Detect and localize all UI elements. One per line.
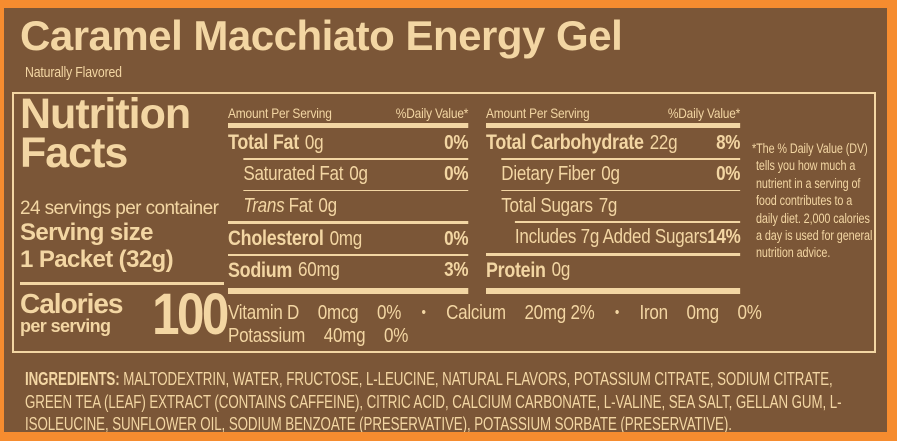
fat-column: Amount Per Serving %Daily Value* Total F… xyxy=(228,104,469,294)
nutrient-row-dietary-fiber: Dietary Fiber 0g 0% xyxy=(486,160,740,190)
nutrient-row-protein: Protein 0g xyxy=(486,256,740,286)
thick-rule xyxy=(228,123,469,128)
nutrient-label: Protein xyxy=(486,258,546,282)
micronutrient-amount: 20mg xyxy=(524,302,566,324)
nutrition-facts-heading: Nutrition Facts xyxy=(20,90,191,177)
ingredients-list: MALTODEXTRIN, WATER, FRUCTOSE, L-LEUCINE… xyxy=(25,368,842,434)
nutrient-row-trans-fat: Trans Fat 0g xyxy=(228,191,468,221)
micronutrient-name: Potassium xyxy=(228,324,306,347)
nutrient-amount: 0mg xyxy=(329,227,363,250)
micronutrient-calcium: Calcium 20mg 2% xyxy=(446,302,595,324)
nutrient-amount: 0g xyxy=(601,163,620,185)
nutrient-row-added-sugars: Includes 7g Added Sugars 14% xyxy=(486,223,741,253)
nutrition-facts-heading-line1: Nutrition xyxy=(20,90,191,138)
micronutrient-name: Iron xyxy=(639,302,669,324)
column-header: Amount Per Serving %Daily Value* xyxy=(228,104,468,121)
nutrient-label: Total Carbohydrate xyxy=(486,131,644,154)
nutrient-label: Total Fat xyxy=(228,131,299,154)
micronutrient-vitamin-d: Vitamin D 0mcg 0% xyxy=(228,302,401,324)
nutrient-amount: 0g xyxy=(304,131,324,154)
nutrient-dv: 0% xyxy=(444,163,469,185)
bullet-separator: • xyxy=(421,304,426,321)
thick-rule xyxy=(228,287,469,294)
micronutrient-dv: 2% xyxy=(570,302,595,324)
micronutrient-name: Vitamin D xyxy=(228,302,300,324)
daily-value-header: %Daily Value* xyxy=(667,105,741,121)
nutrient-amount: 0g xyxy=(349,163,368,185)
calories-sublabel: per serving xyxy=(20,316,111,336)
nutrient-dv: 0% xyxy=(444,131,469,154)
micronutrient-amount: 0mg xyxy=(686,302,719,324)
thin-rule xyxy=(243,189,469,191)
thick-rule xyxy=(486,123,741,128)
nutrient-row-sodium: Sodium 60mg 3% xyxy=(228,256,469,286)
micronutrient-amount: 40mg xyxy=(323,324,366,347)
calories-label: Calories xyxy=(20,288,123,319)
nutrition-facts-panel: Nutrition Facts 24 servings per containe… xyxy=(12,92,876,353)
micronutrients-line2: Potassium 40mg 0% xyxy=(228,325,741,348)
nutrient-amount: 22g xyxy=(649,131,678,154)
micronutrient-dv: 0% xyxy=(737,302,762,324)
nutrient-label: Saturated Fat xyxy=(243,163,344,185)
thin-rule xyxy=(501,189,741,191)
micronutrient-name: Calcium xyxy=(446,302,506,324)
amount-per-serving-header: Amount Per Serving xyxy=(486,105,590,121)
thin-rule xyxy=(228,254,469,256)
thin-rule xyxy=(243,158,469,160)
nutrient-row-total-fat: Total Fat 0g 0% xyxy=(228,128,469,158)
nutrient-dv: 8% xyxy=(716,131,741,154)
micronutrient-dv: 0% xyxy=(383,324,409,347)
serving-size-value: 1 Packet (32g) xyxy=(20,246,174,273)
nutrient-row-cholesterol: Cholesterol 0mg 0% xyxy=(228,224,469,254)
serving-size-label: Serving size xyxy=(20,219,153,246)
product-title: Caramel Macchiato Energy Gel xyxy=(20,12,623,59)
nutrient-label: Cholesterol xyxy=(228,227,324,250)
nutrient-label-italic: Trans xyxy=(243,194,285,217)
nutrient-amount: 60mg xyxy=(298,259,340,281)
nutrient-label: Fat xyxy=(288,194,313,217)
column-header: Amount Per Serving %Daily Value* xyxy=(486,104,740,121)
medium-rule xyxy=(486,252,741,256)
calories-row: Calories per serving 100 xyxy=(20,282,230,347)
servings-per-container: 24 servings per container xyxy=(20,198,219,219)
amount-per-serving-header: Amount Per Serving xyxy=(228,105,332,121)
daily-value-footnote: *The % Daily Value (DV) tells you how mu… xyxy=(752,141,873,261)
nutrient-dv: 3% xyxy=(444,259,469,281)
micronutrients-line1: Vitamin D 0mcg 0% • Calcium 20mg 2% • Iron 0mg 0% xyxy=(228,302,762,325)
thick-rule xyxy=(486,287,741,294)
nutrient-amount: 0g xyxy=(318,194,337,217)
nutrient-row-total-sugars: Total Sugars 7g xyxy=(486,191,740,221)
daily-value-header: %Daily Value* xyxy=(395,105,469,121)
bullet-separator: • xyxy=(614,304,620,321)
nutrient-label: Includes 7g Added Sugars xyxy=(514,226,708,248)
nutrient-amount: 7g xyxy=(598,194,618,217)
nutrient-amount: 0g xyxy=(551,259,571,281)
micronutrient-amount: 0mcg xyxy=(317,302,359,324)
nutrient-label: Total Sugars xyxy=(501,194,593,217)
nutrient-row-total-carbohydrate: Total Carbohydrate 22g 8% xyxy=(486,128,740,158)
nutrient-dv: 0% xyxy=(444,227,469,250)
nutrient-label: Dietary Fiber xyxy=(501,163,596,185)
nutrient-dv: 0% xyxy=(716,163,741,185)
ingredients-label: INGREDIENTS: xyxy=(25,368,120,389)
nutrition-facts-summary: Nutrition Facts 24 servings per containe… xyxy=(20,90,230,349)
thin-rule xyxy=(514,221,741,223)
nutrient-dv: 14% xyxy=(707,226,741,248)
carbohydrate-column: Amount Per Serving %Daily Value* Total C… xyxy=(486,104,741,294)
micronutrients: Vitamin D 0mcg 0% • Calcium 20mg 2% • Iron 0mg 0%… xyxy=(228,302,762,348)
calories-value: 100 xyxy=(152,282,229,347)
divider xyxy=(20,282,224,285)
micronutrient-potassium: Potassium 40mg 0% xyxy=(228,325,408,347)
thin-rule xyxy=(501,158,741,160)
calories-labels: Calories per serving xyxy=(20,288,123,336)
product-subtitle: Naturally Flavored xyxy=(25,64,122,81)
nutrient-row-saturated-fat: Saturated Fat 0g 0% xyxy=(228,160,468,190)
nutrition-facts-heading-line2: Facts xyxy=(20,129,128,177)
ingredients-section: INGREDIENTS: MALTODEXTRIN, WATER, FRUCTO… xyxy=(25,368,860,434)
micronutrient-dv: 0% xyxy=(377,302,402,324)
nutrient-label: Sodium xyxy=(228,258,293,282)
micronutrient-iron: Iron 0mg 0% xyxy=(640,302,762,324)
medium-rule xyxy=(228,221,469,224)
